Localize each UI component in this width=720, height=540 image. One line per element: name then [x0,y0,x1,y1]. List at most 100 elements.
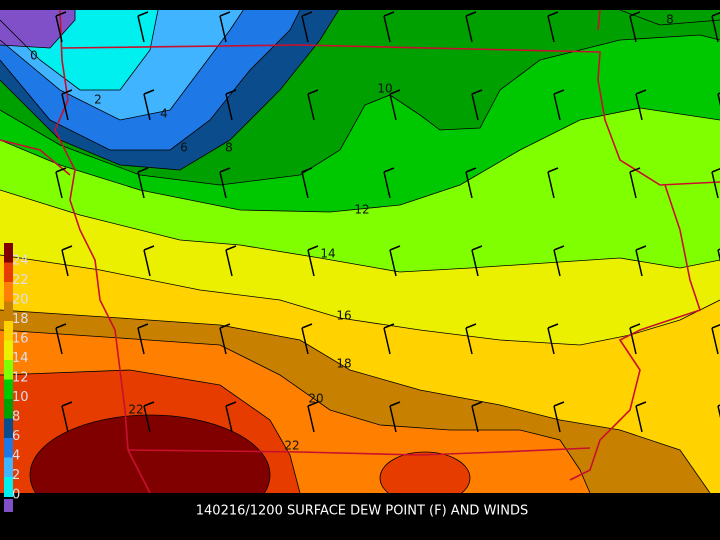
wind-barb [465,167,477,199]
colorbar-swatch [4,360,13,380]
colorbar-swatch [4,243,13,263]
colorbar-swatch [4,262,13,283]
wind-barb [389,401,401,433]
wind-barb [711,11,720,43]
wind-barb [547,323,559,355]
contour-label: 22 [284,439,299,453]
colorbar-label: 18 [12,312,29,327]
wind-barb [301,323,313,355]
wind-barb [55,11,67,43]
colorbar-label: 6 [12,429,20,444]
colorbar-label: 4 [12,449,20,464]
wind-barb [307,401,319,433]
wind-barb [389,89,401,121]
wind-barb [55,167,67,199]
wind-barb [383,323,395,355]
contour-label: 8 [666,13,674,27]
wind-barb [383,167,395,199]
wind-barb [389,245,401,277]
wind-barb [553,245,565,277]
colorbar-swatch [4,477,13,497]
colorbar-swatch [4,499,13,512]
colorbar-swatch [4,399,13,419]
colorbar-label: 20 [12,293,29,308]
wind-barb [711,323,720,355]
colorbar-label: 0 [12,488,20,503]
colorbar-swatch [4,340,13,361]
contour-label: 20 [308,392,323,406]
contour-label: 12 [354,203,369,217]
wind-barb [711,167,720,199]
wind-barb [225,245,237,277]
wind-barb [61,401,73,433]
wind-barb [61,89,73,121]
contour-label: 4 [160,107,168,121]
band [380,452,470,493]
wind-barb [547,167,559,199]
wind-barb [547,11,559,43]
wind-barb [225,401,237,433]
colorbar-swatch [4,321,13,341]
wind-barb [143,401,155,433]
wind-barb [137,167,149,199]
colorbar-swatch [4,301,13,322]
wind-barb [219,11,231,43]
wind-barb [383,11,395,43]
colorbar-label: 8 [12,410,20,425]
contour-labels: 0 2 4 6 8 10 12 14 16 18 20 22 22 8 [30,13,674,453]
colorbar-label: 24 [12,254,29,269]
contour-label: 16 [336,309,351,323]
colorbar-label: 10 [12,390,29,405]
wind-barb [629,323,641,355]
wind-barb [307,89,319,121]
wind-barb [465,11,477,43]
wind-barb [301,11,313,43]
contour-label: 2 [94,93,102,107]
wind-barb [635,245,647,277]
state-borders [0,10,720,493]
colorbar-label: 12 [12,371,29,386]
colorbar-label: 16 [12,332,29,347]
caption: 140216/1200 SURFACE DEW POINT (F) AND WI… [196,504,529,519]
colorbar-swatch [4,457,13,478]
wind-barb [635,89,647,121]
contour-label: 10 [377,82,392,96]
wind-barb [471,89,483,121]
contour-label: 8 [225,141,233,155]
wind-barb [635,401,647,433]
wind-barb [471,245,483,277]
wind-barb [629,11,641,43]
colorbar-swatch [4,418,13,439]
wind-barb [143,245,155,277]
wind-barb [471,401,483,433]
wind-barb [225,89,237,121]
contour-label: 0 [30,49,38,63]
contour-label: 14 [320,247,335,261]
wind-barb [629,167,641,199]
contour-label: 18 [336,357,351,371]
contour-label: 6 [180,141,188,155]
colorbar-label: 14 [12,351,29,366]
wind-barb [553,89,565,121]
wind-barb [55,323,67,355]
colorbar-swatch [4,438,13,458]
wind-barbs [55,11,720,433]
wind-barb [553,401,565,433]
colorbar-label: 2 [12,468,20,483]
wind-barb [307,245,319,277]
band [30,415,270,493]
colorbar-swatch [4,379,13,400]
wind-barb [143,89,155,121]
wind-barb [465,323,477,355]
wind-barb [137,11,149,43]
wind-barb [61,245,73,277]
wind-barb [301,167,313,199]
wind-barb [137,323,149,355]
wind-barb [219,323,231,355]
colorbar-label: 22 [12,273,29,288]
colorbar-swatch [4,282,13,302]
